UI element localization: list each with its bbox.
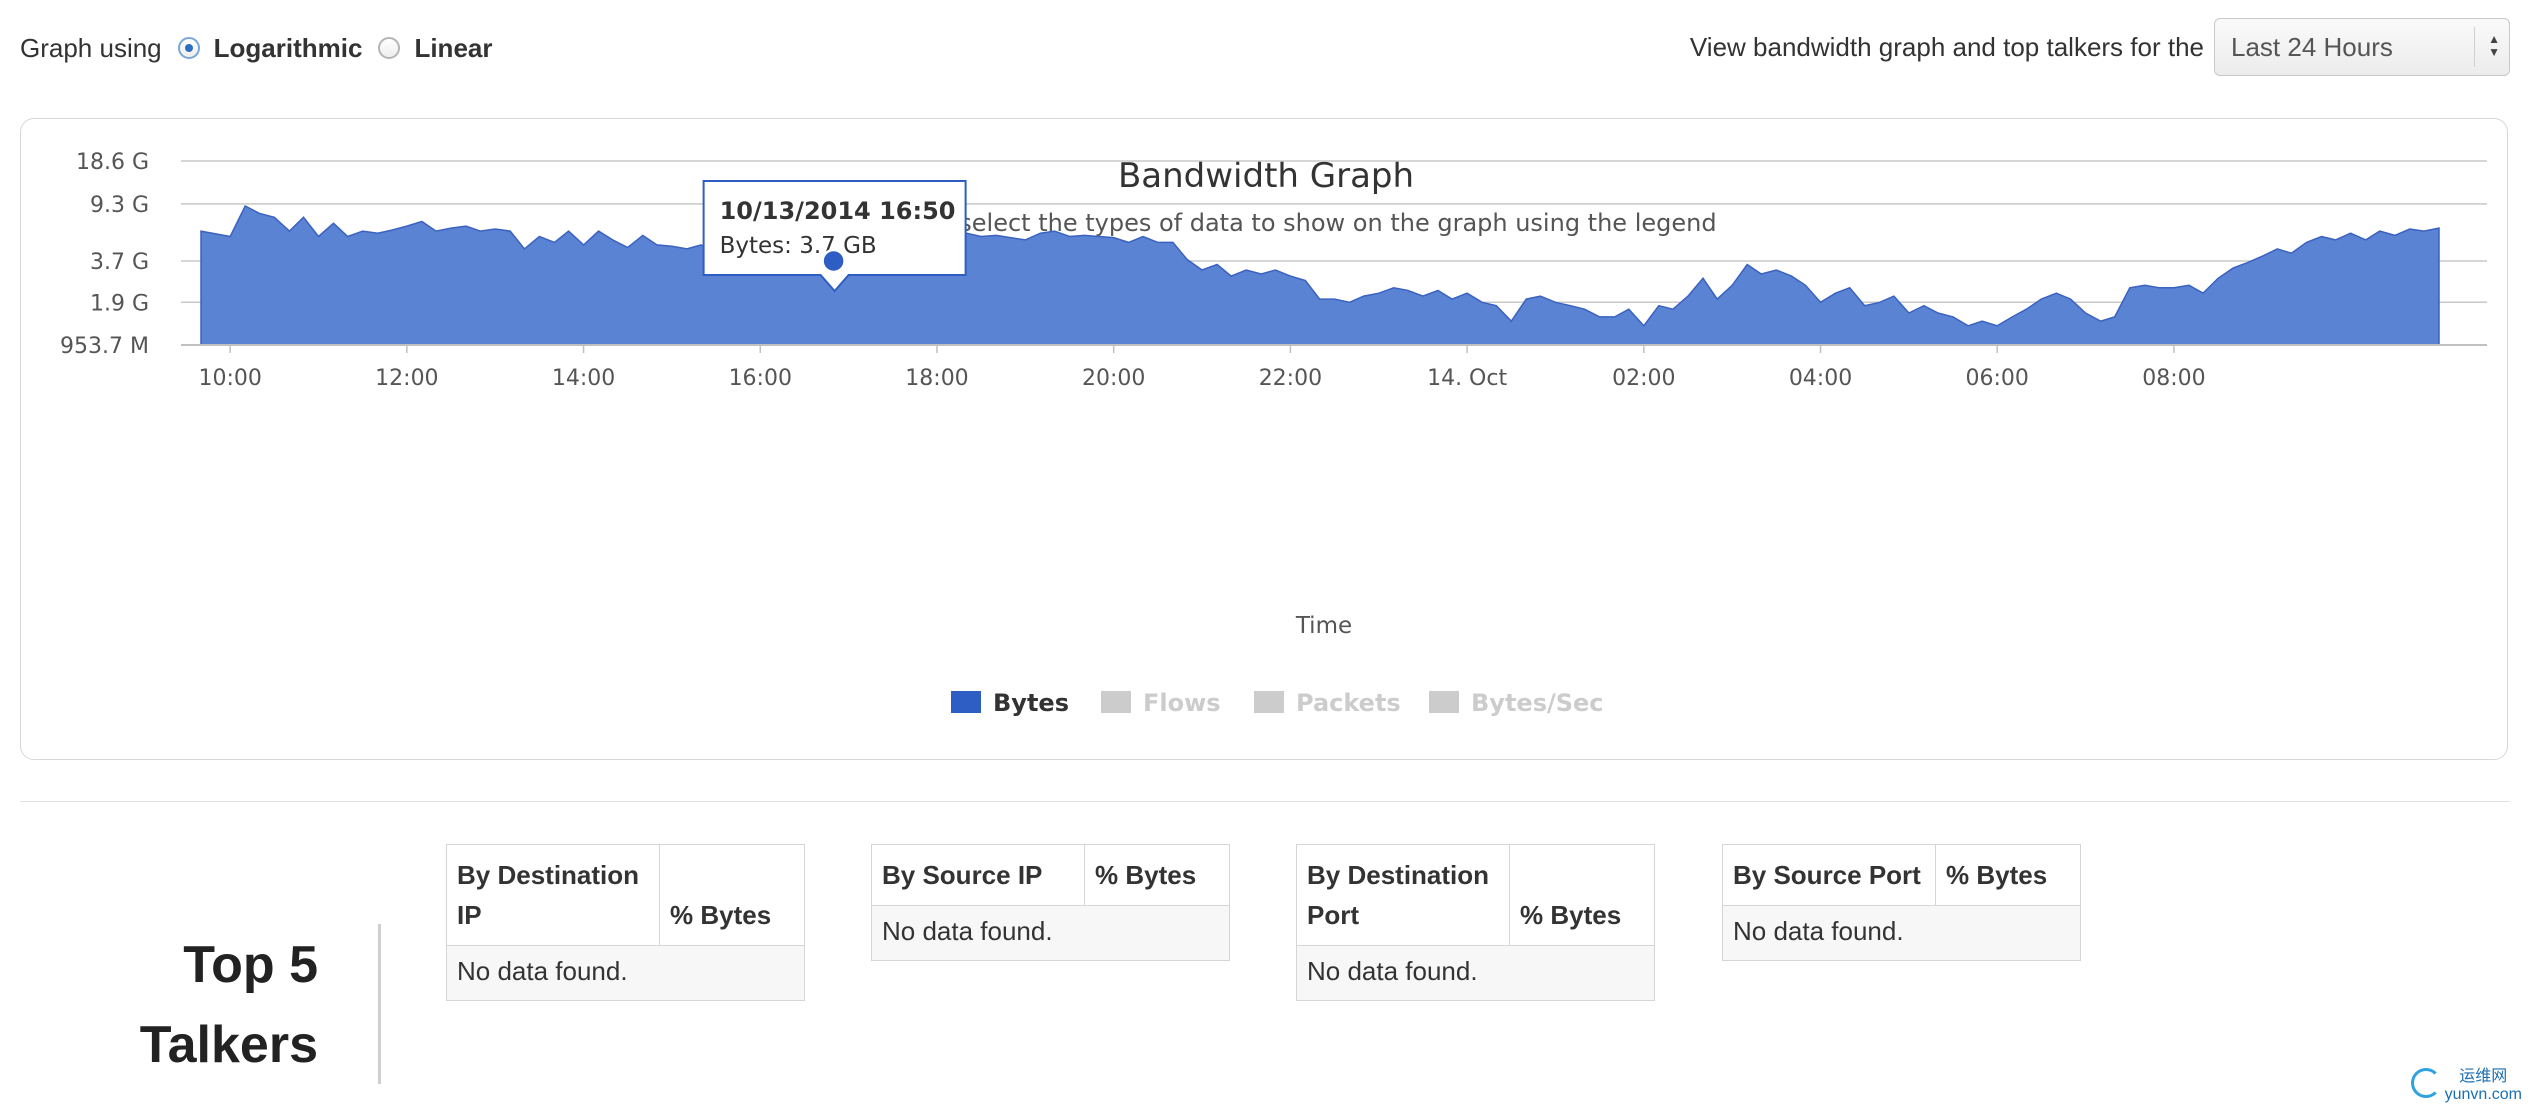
source-port-table: By Source Port % Bytes No data found. [1722, 844, 2081, 961]
tooltip-body: Bytes: 3.7 GB [720, 233, 877, 259]
x-tick-label: 20:00 [1082, 366, 1145, 391]
column-header[interactable]: By Destination Port [1296, 844, 1510, 946]
tooltip-title: 10/13/2014 16:50 [720, 197, 956, 225]
logarithmic-radio[interactable] [177, 37, 200, 59]
chart-legend: Bytes Flows Packets Bytes/Sec [951, 689, 1604, 717]
y-tick-label: 3.7 G [90, 250, 149, 275]
linear-label[interactable]: Linear [414, 32, 493, 63]
chart-tooltip: 10/13/2014 16:50 Bytes: 3.7 GB [702, 180, 967, 293]
bytes-series-area [200, 204, 2440, 346]
chart-axes: 10:00 12:00 14:00 16:00 18:00 20:00 22:00 14. O… [181, 344, 2487, 391]
top-talkers-heading-line2: Talkers [139, 1016, 318, 1074]
x-axis-title: Time [1295, 613, 1352, 639]
watermark-line1: 运维网 [2459, 1068, 2508, 1085]
x-tick-label: 04:00 [1789, 366, 1852, 391]
section-divider [20, 801, 2510, 802]
watermark: 运维网 yunvn.com [2410, 1068, 2522, 1104]
empty-message: No data found. [871, 905, 1230, 961]
x-tick-label: 18:00 [905, 366, 968, 391]
talkers-divider [378, 924, 381, 1084]
legend-label: Bytes/Sec [1471, 689, 1604, 717]
x-tick-label: 16:00 [729, 366, 792, 391]
column-header[interactable]: % Bytes [1509, 844, 1655, 946]
legend-swatch [951, 691, 981, 713]
linear-radio[interactable] [378, 37, 401, 59]
y-tick-label: 953.7 M [60, 334, 149, 359]
legend-item-flows[interactable]: Flows [1101, 689, 1221, 717]
destination-port-table: By Destination Port % Bytes No data foun… [1296, 844, 1655, 1001]
x-tick-label: 02:00 [1612, 366, 1675, 391]
legend-label: Flows [1143, 689, 1221, 717]
column-header[interactable]: % Bytes [1935, 844, 2081, 906]
select-arrows-icon: ▲ ▼ [2488, 32, 2500, 59]
x-tick-label: 12:00 [375, 366, 438, 391]
y-tick-label: 18.6 G [76, 150, 149, 175]
period-select-value: Last 24 Hours [2231, 31, 2393, 62]
select-divider [2474, 27, 2475, 67]
legend-swatch [1101, 691, 1131, 713]
empty-message: No data found. [446, 945, 805, 1001]
tooltip-box [702, 180, 967, 293]
y-tick-label: 9.3 G [90, 193, 149, 218]
period-select[interactable]: Last 24 Hours ▲ ▼ [2214, 18, 2510, 76]
watermark-line2: yunvn.com [2444, 1086, 2522, 1103]
view-period-label: View bandwidth graph and top talkers for… [1689, 31, 2204, 62]
logarithmic-label[interactable]: Logarithmic [213, 32, 363, 63]
period-controls: View bandwidth graph and top talkers for… [1690, 18, 2510, 76]
destination-ip-table: By Destination IP % Bytes No data found. [446, 844, 805, 1001]
legend-label: Packets [1296, 689, 1401, 717]
top-talkers-heading: Top 5 Talkers [70, 925, 318, 1085]
bandwidth-graph-panel: Bandwidth Graph Select or deselect the t… [20, 118, 2508, 760]
y-tick-label: 1.9 G [90, 291, 149, 316]
legend-item-bytes[interactable]: Bytes [951, 689, 1069, 717]
bandwidth-chart: Bandwidth Graph Select or deselect the t… [60, 150, 2487, 717]
column-header[interactable]: By Source IP [871, 844, 1085, 906]
x-tick-label: 22:00 [1259, 366, 1322, 391]
tooltip-marker [821, 248, 846, 274]
chart-area-layer [200, 204, 2440, 346]
x-tick-label: 06:00 [1966, 366, 2029, 391]
column-header[interactable]: % Bytes [659, 844, 805, 946]
x-tick-label: 14:00 [552, 366, 615, 391]
watermark-logo-icon [2410, 1068, 2441, 1098]
column-header[interactable]: By Destination IP [446, 844, 660, 946]
empty-message: No data found. [1722, 905, 2081, 961]
column-header[interactable]: % Bytes [1084, 844, 1230, 906]
legend-item-packets[interactable]: Packets [1254, 689, 1401, 717]
graph-scale-controls: Graph using Logarithmic Linear [20, 30, 492, 66]
column-header[interactable]: By Source Port [1722, 844, 1936, 906]
chart-title: Bandwidth Graph [1118, 156, 1414, 196]
empty-message: No data found. [1296, 945, 1655, 1001]
x-tick-label: 08:00 [2142, 366, 2205, 391]
x-tick-label: 14. Oct [1427, 366, 1507, 391]
graph-using-label: Graph using [20, 32, 162, 63]
x-tick-label: 10:00 [198, 366, 261, 391]
source-ip-table: By Source IP % Bytes No data found. [871, 844, 1230, 961]
legend-item-bytessec[interactable]: Bytes/Sec [1429, 689, 1604, 717]
legend-swatch [1429, 691, 1459, 713]
top-talkers-heading-line1: Top 5 [183, 936, 318, 994]
legend-swatch [1254, 691, 1284, 713]
legend-label: Bytes [993, 689, 1069, 717]
